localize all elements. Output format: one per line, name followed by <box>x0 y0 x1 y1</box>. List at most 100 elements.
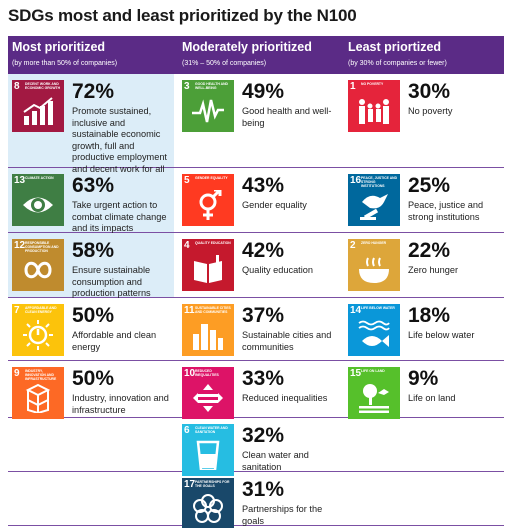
priority-percentage: 30% <box>408 80 451 103</box>
sdg-goal-label: Climate action <box>25 176 54 180</box>
column-heading: Least priortized <box>348 40 442 54</box>
sdg-goal-label: Industry, innovation and infrastructure <box>25 369 57 381</box>
row-divider <box>8 417 504 418</box>
sdg-entry-13: 13 Climate action 63% Take urgent action to… <box>8 168 174 233</box>
column-subheading: (31% – 50% of companies) <box>182 60 267 67</box>
row-divider <box>8 360 504 361</box>
sdg-entry-11: 11 Sustainable cities and communities 37% S… <box>178 298 342 358</box>
sdg-goal-6-tile: 6 Clean water and sanitation <box>182 424 234 476</box>
sdg-goal-3-tile: 3 Good health and well-being <box>182 80 234 132</box>
sdg-goal-number: 11 <box>184 305 195 316</box>
priority-percentage: 25% <box>408 174 451 197</box>
priority-percentage: 42% <box>242 239 285 262</box>
sdg-goal-10-tile: 10 Reduced inequalities <box>182 367 234 419</box>
sdg-goal-label: Clean water and sanitation <box>195 426 228 434</box>
priority-percentage: 50% <box>72 367 115 390</box>
column-heading: Moderately prioritized <box>182 40 312 54</box>
sdg-entry-15: 15 Life on land 9% Life on land <box>344 361 504 421</box>
priority-percentage: 49% <box>242 80 285 103</box>
sdg-goal-number: 9 <box>14 368 20 379</box>
goal-description: No poverty <box>408 106 453 116</box>
sdg-goal-9-tile: 9 Industry, innovation and infrastructure <box>12 367 64 419</box>
column-subheading: (by more than 50% of companies) <box>12 60 118 67</box>
priority-percentage: 37% <box>242 304 285 327</box>
column-header-moderate: Moderately prioritized (31% – 50% of com… <box>178 36 342 74</box>
sdg-goal-label: Peace, justice and strong institutions <box>361 176 398 188</box>
sdg-goal-label: No poverty <box>361 82 384 86</box>
column-heading: Most prioritized <box>12 40 106 54</box>
sdg-goal-4-tile: 4 Quality education <box>182 239 234 291</box>
sdg-goal-1-tile: 1 No poverty <box>348 80 400 132</box>
priority-percentage: 9% <box>408 367 439 390</box>
row-divider <box>8 471 504 472</box>
sdg-goal-number: 12 <box>14 240 26 251</box>
sdg-goal-14-tile: 14 Life below water <box>348 304 400 356</box>
priority-percentage: 32% <box>242 424 285 447</box>
priority-percentage: 58% <box>72 239 115 262</box>
sdg-entry-17: 17 Partnerships for the goals 31% Partnersh… <box>178 472 342 528</box>
goal-description: Sustainable cities and communities <box>242 330 332 352</box>
goal-description: Gender equality <box>242 200 307 210</box>
row-divider <box>8 232 504 233</box>
sdg-goal-16-tile: 16 Peace, justice and strong institutions <box>348 174 400 226</box>
sdg-goal-label: Decent work and economic growth <box>25 82 61 90</box>
goal-description: Ensure sustainable consumption and produ… <box>72 265 151 299</box>
sdg-goal-label: Life on land <box>361 369 385 373</box>
priority-percentage: 63% <box>72 174 115 197</box>
goal-description: Affordable and clean energy <box>72 330 157 352</box>
sdg-goal-number: 3 <box>184 81 190 92</box>
sdg-entry-1: 1 No poverty 30% No poverty <box>344 74 504 134</box>
sdg-goal-12-tile: 12 Responsible consumption and production <box>12 239 64 291</box>
sdg-entry-7: 7 Affordable and clean energy 50% Affordabl… <box>8 298 174 358</box>
sdg-goal-label: Sustainable cities and communities <box>195 306 231 314</box>
sdg-goal-number: 15 <box>350 368 362 379</box>
sdg-entry-6: 6 Clean water and sanitation 32% Clean wate… <box>178 418 342 478</box>
sdg-entry-9: 9 Industry, innovation and infrastructure… <box>8 361 174 421</box>
sdg-goal-2-tile: 2 Zero hunger <box>348 239 400 291</box>
sdg-goal-17-tile: 17 Partnerships for the goals <box>182 478 234 528</box>
row-divider <box>8 297 504 298</box>
priority-percentage: 43% <box>242 174 285 197</box>
column-subheading: (by 30% of companies or fewer) <box>348 60 447 67</box>
goal-description: Partnerships for the goals <box>242 504 323 526</box>
goal-description: Peace, justice and strong institutions <box>408 200 484 222</box>
goal-description: Zero hunger <box>408 265 459 275</box>
sdg-goal-number: 5 <box>184 175 190 186</box>
goal-description: Life below water <box>408 330 475 340</box>
sdg-goal-7-tile: 7 Affordable and clean energy <box>12 304 64 356</box>
goal-description: Clean water and sanitation <box>242 450 309 472</box>
sdg-entry-12: 12 Responsible consumption and production… <box>8 233 174 298</box>
sdg-entry-14: 14 Life below water 18% Life below water <box>344 298 504 358</box>
sdg-entry-8: 8 Decent work and economic growth 72% Promo… <box>8 74 174 174</box>
sdg-entry-3: 3 Good health and well-being 49% Good healt… <box>178 74 342 134</box>
column-header-bar: Most prioritized (by more than 50% of co… <box>8 36 504 74</box>
sdg-goal-number: 1 <box>350 81 356 92</box>
sdg-goal-number: 16 <box>350 175 362 186</box>
sdg-goal-number: 17 <box>184 479 196 490</box>
sdg-goal-number: 10 <box>184 368 196 379</box>
sdg-goal-8-tile: 8 Decent work and economic growth <box>12 80 64 132</box>
column-header-least: Least priortized (by 30% of companies or… <box>344 36 504 74</box>
sdg-goal-label: Good health and well-being <box>195 82 228 90</box>
priority-percentage: 33% <box>242 367 285 390</box>
sdg-entry-5: 5 Gender equality 43% Gender equality <box>178 168 342 228</box>
goal-description: Quality education <box>242 265 313 275</box>
sdg-entry-2: 2 Zero hunger 22% Zero hunger <box>344 233 504 293</box>
sdg-goal-number: 4 <box>184 240 190 251</box>
page-title: SDGs most and least prioritized by the N… <box>8 6 357 25</box>
sdg-goal-number: 2 <box>350 240 356 251</box>
row-divider <box>8 167 504 168</box>
sdg-goal-number: 14 <box>350 305 362 316</box>
sdg-goal-number: 8 <box>14 81 20 92</box>
sdg-goal-label: Zero hunger <box>361 241 387 245</box>
priority-percentage: 50% <box>72 304 115 327</box>
row-divider <box>8 525 504 526</box>
sdg-goal-label: Responsible consumption and production <box>25 241 59 253</box>
priority-percentage: 22% <box>408 239 451 262</box>
sdg-goal-number: 6 <box>184 425 190 436</box>
sdg-goal-label: Gender equality <box>195 176 228 180</box>
sdg-goal-label: Quality education <box>195 241 231 245</box>
sdg-goal-label: Partnerships for the goals <box>195 480 230 488</box>
goal-description: Life on land <box>408 393 456 403</box>
goal-description: Good health and well-being <box>242 106 332 128</box>
